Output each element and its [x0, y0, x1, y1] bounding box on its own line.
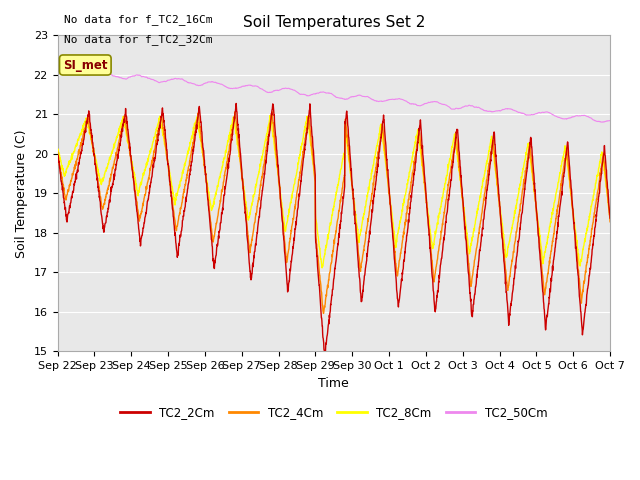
- Text: No data for f_TC2_32Cm: No data for f_TC2_32Cm: [64, 34, 212, 45]
- Legend: TC2_2Cm, TC2_4Cm, TC2_8Cm, TC2_50Cm: TC2_2Cm, TC2_4Cm, TC2_8Cm, TC2_50Cm: [116, 401, 552, 424]
- Text: No data for f_TC2_16Cm: No data for f_TC2_16Cm: [64, 14, 212, 25]
- X-axis label: Time: Time: [319, 377, 349, 390]
- Y-axis label: Soil Temperature (C): Soil Temperature (C): [15, 129, 28, 258]
- Text: SI_met: SI_met: [63, 59, 108, 72]
- Title: Soil Temperatures Set 2: Soil Temperatures Set 2: [243, 15, 425, 30]
